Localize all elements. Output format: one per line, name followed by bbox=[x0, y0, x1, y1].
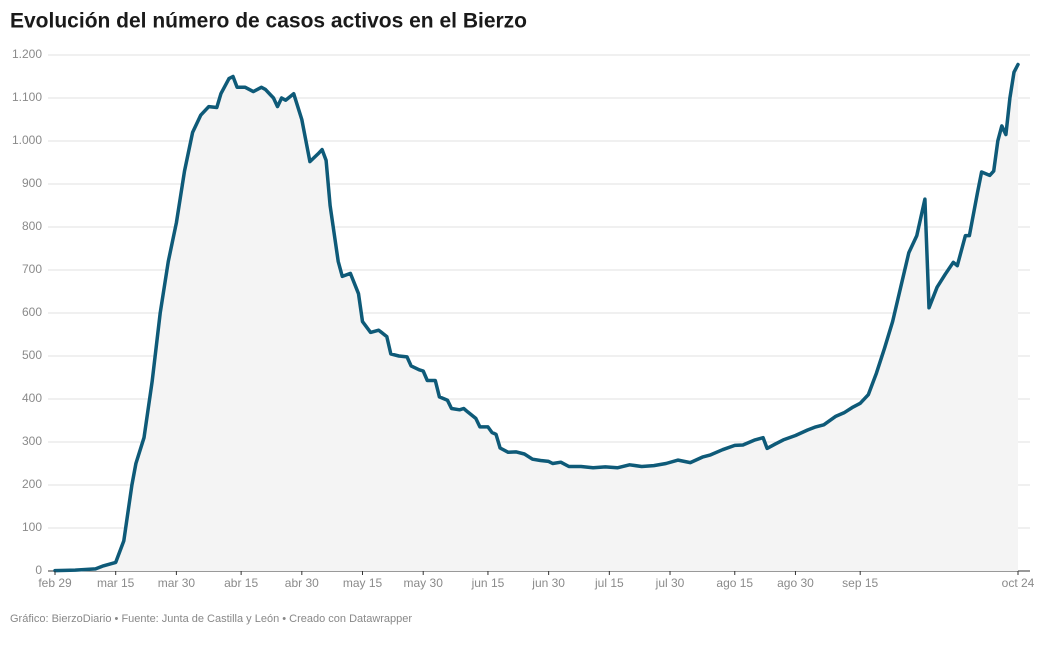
x-tick-label: may 30 bbox=[404, 576, 444, 590]
y-tick-label: 800 bbox=[22, 219, 42, 233]
x-tick-label: abr 15 bbox=[224, 576, 258, 590]
x-tick-label: mar 30 bbox=[158, 576, 196, 590]
footer: Gráfico: BierzoDiario • Fuente: Junta de… bbox=[10, 613, 412, 625]
x-tick-label: ago 15 bbox=[716, 576, 753, 590]
y-tick-label: 900 bbox=[22, 176, 42, 190]
x-tick-label: jun 30 bbox=[531, 576, 565, 590]
x-tick-label: jul 15 bbox=[594, 576, 624, 590]
x-tick-label: may 15 bbox=[343, 576, 383, 590]
y-tick-label: 1.100 bbox=[12, 90, 42, 104]
area bbox=[55, 64, 1018, 571]
x-tick-label: oct 24 bbox=[1002, 576, 1035, 590]
plot bbox=[53, 62, 1020, 573]
x-tick-label: jul 30 bbox=[655, 576, 685, 590]
y-tick-label: 600 bbox=[22, 305, 42, 319]
y-tick-label: 1.200 bbox=[12, 47, 42, 61]
x-tick-label: feb 29 bbox=[38, 576, 72, 590]
x-tick-label: sep 15 bbox=[842, 576, 878, 590]
y-tick-label: 700 bbox=[22, 262, 42, 276]
y-tick-label: 200 bbox=[22, 477, 42, 491]
x-tick-label: mar 15 bbox=[97, 576, 135, 590]
chart-title: Evolución del número de casos activos en… bbox=[10, 10, 527, 33]
y-tick-label: 300 bbox=[22, 434, 42, 448]
y-tick-label: 100 bbox=[22, 520, 42, 534]
axes: 0 100 200 300 400 500 600 700 800 900 1.000 1.100 1.… bbox=[12, 47, 1035, 590]
y-tick-label: 500 bbox=[22, 348, 42, 362]
line bbox=[53, 62, 1020, 573]
x-tick-label: ago 30 bbox=[777, 576, 814, 590]
x-tick-label: jun 15 bbox=[471, 576, 505, 590]
y-tick-label: 0 bbox=[35, 563, 42, 577]
y-tick-label: 1.000 bbox=[12, 133, 42, 147]
y-tick-label: 400 bbox=[22, 391, 42, 405]
x-tick-label: abr 30 bbox=[285, 576, 319, 590]
